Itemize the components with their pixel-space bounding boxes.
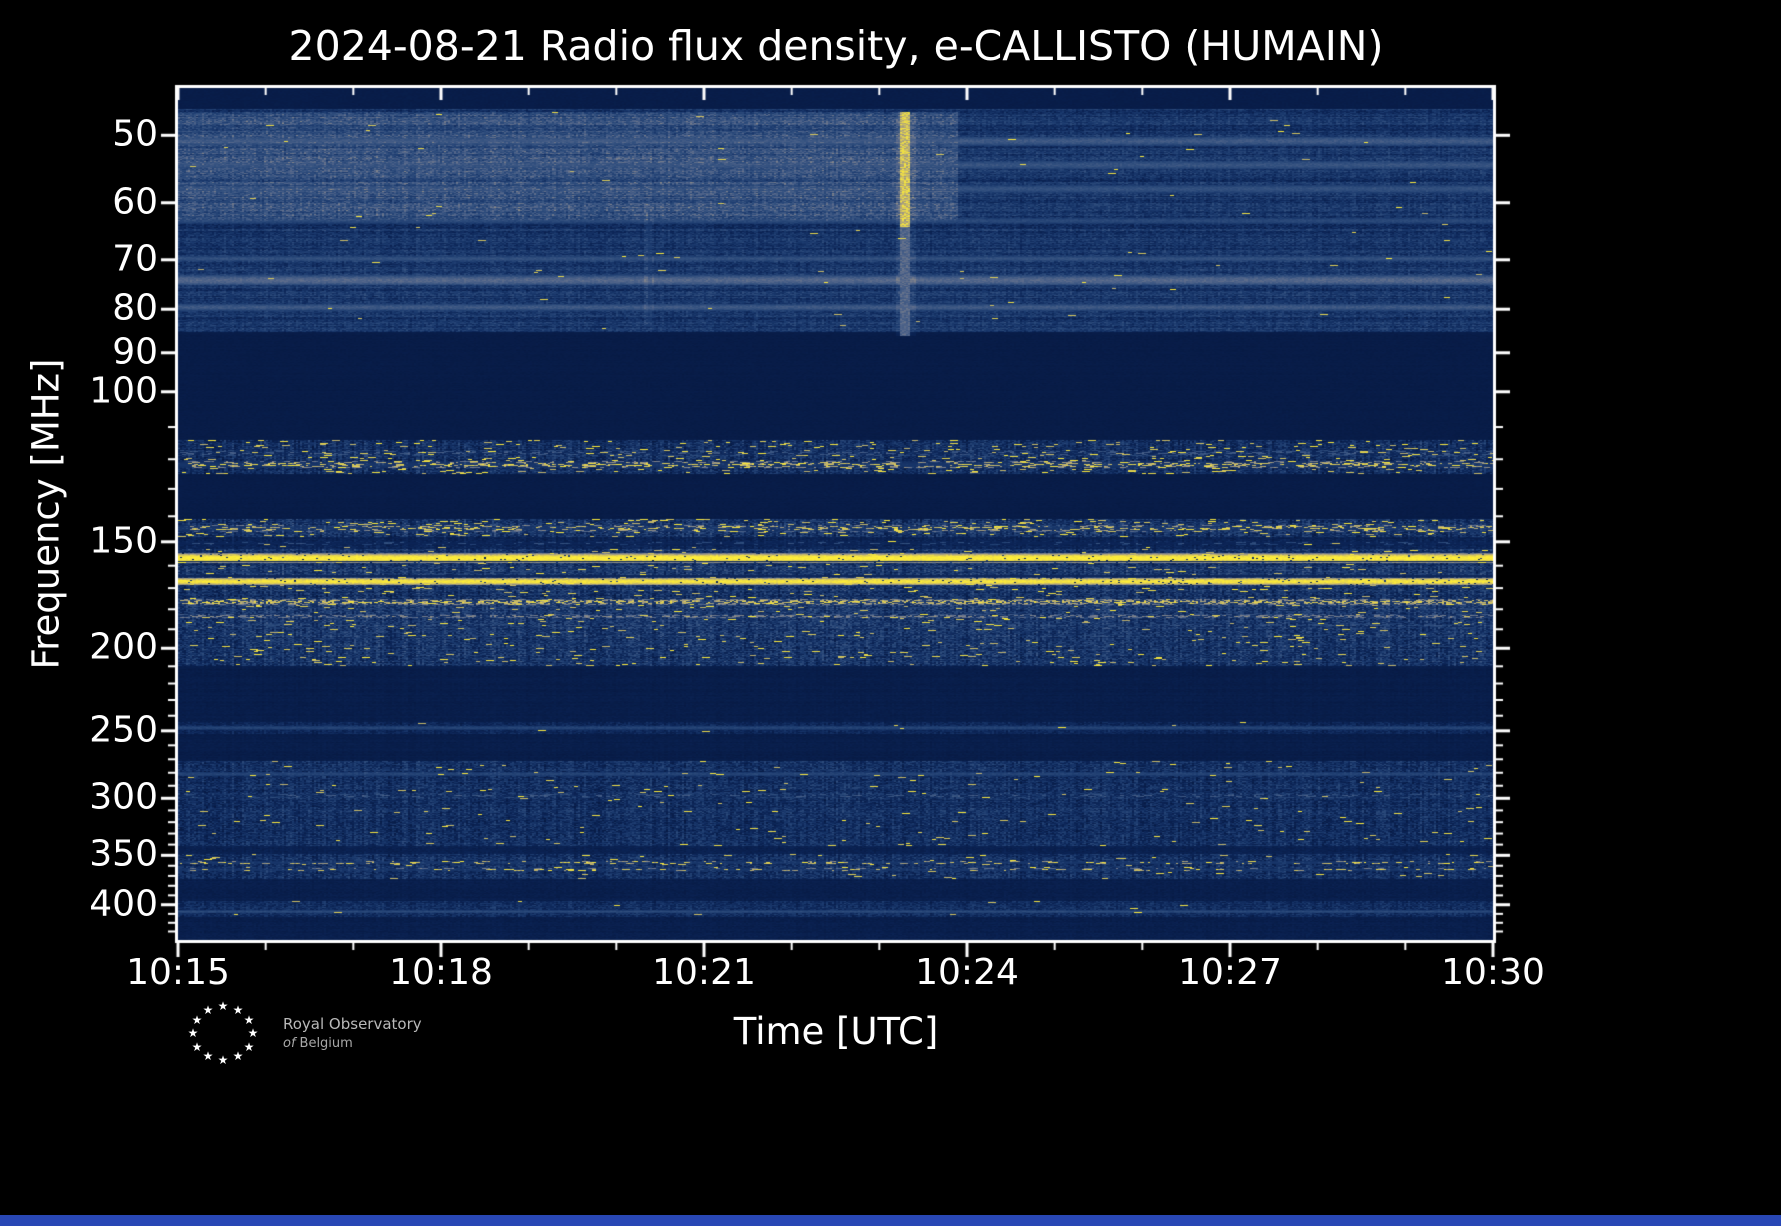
rob-logo: ★ ★ ★ ★ ★ ★ ★ ★ ★ ★ ★ ★ Royal Observatory of Belgium xyxy=(183,998,503,1070)
rob-logo-line2: Belgium xyxy=(299,1036,353,1051)
y-tick-label-200: 200 xyxy=(89,626,158,668)
star-icon: ★ xyxy=(247,1026,259,1040)
y-tick-label-250: 250 xyxy=(89,709,158,751)
rob-logo-line1: Royal Observatory xyxy=(283,1015,422,1033)
y-tick-label-90: 90 xyxy=(112,331,158,373)
rob-logo-text: Royal Observatory of Belgium xyxy=(283,1014,422,1054)
star-icon: ★ xyxy=(243,1012,255,1027)
y-tick-label-150: 150 xyxy=(89,520,158,562)
y-axis-label: Frequency [MHz] xyxy=(24,358,68,670)
y-tick-label-400: 400 xyxy=(89,883,158,925)
star-icon: ★ xyxy=(243,1039,255,1054)
chart-title: 2024-08-21 Radio flux density, e-CALLIST… xyxy=(288,22,1384,70)
y-tick-label-300: 300 xyxy=(89,776,158,818)
star-icon: ★ xyxy=(202,1049,214,1064)
x-tick-label-10-30: 10:30 xyxy=(1441,952,1545,993)
y-tick-label-350: 350 xyxy=(89,833,158,875)
star-icon: ★ xyxy=(232,1049,244,1064)
x-tick-label-10-21: 10:21 xyxy=(652,952,756,993)
x-axis-label: Time [UTC] xyxy=(733,1010,939,1053)
bottom-blue-bar xyxy=(0,1215,1781,1226)
x-tick-label-10-18: 10:18 xyxy=(389,952,493,993)
star-icon: ★ xyxy=(191,1012,203,1027)
y-tick-label-60: 60 xyxy=(112,181,158,223)
star-icon: ★ xyxy=(202,1002,214,1017)
y-tick-label-80: 80 xyxy=(112,287,158,329)
rob-logo-line2-of: of xyxy=(283,1036,296,1051)
x-tick-label-10-24: 10:24 xyxy=(915,952,1019,993)
y-tick-label-50: 50 xyxy=(112,113,158,155)
star-icon: ★ xyxy=(217,999,229,1013)
star-icon: ★ xyxy=(232,1002,244,1017)
star-icon: ★ xyxy=(187,1026,199,1040)
y-tick-label-100: 100 xyxy=(89,370,158,412)
x-tick-label-10-27: 10:27 xyxy=(1178,952,1282,993)
x-tick-label-10-15: 10:15 xyxy=(126,952,230,993)
star-icon: ★ xyxy=(191,1039,203,1054)
y-tick-label-70: 70 xyxy=(112,238,158,280)
star-icon: ★ xyxy=(217,1053,229,1067)
